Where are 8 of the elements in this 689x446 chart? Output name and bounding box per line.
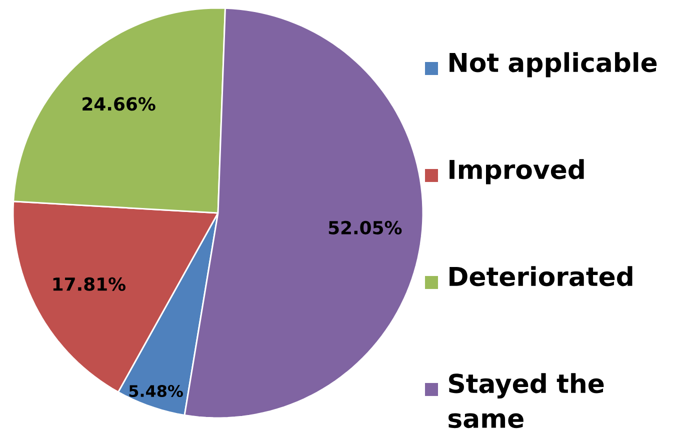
data-label: 5.48% [129, 385, 183, 398]
legend-label: Stayed the same [448, 373, 604, 428]
legend-label: Deteriorated [450, 266, 632, 286]
legend-label: Improved [450, 159, 584, 184]
data-label: 17.81% [53, 277, 126, 291]
legend-label: Not applicable [450, 52, 657, 78]
data-label: 24.66% [82, 97, 156, 111]
data-label: 52.05% [328, 220, 402, 234]
